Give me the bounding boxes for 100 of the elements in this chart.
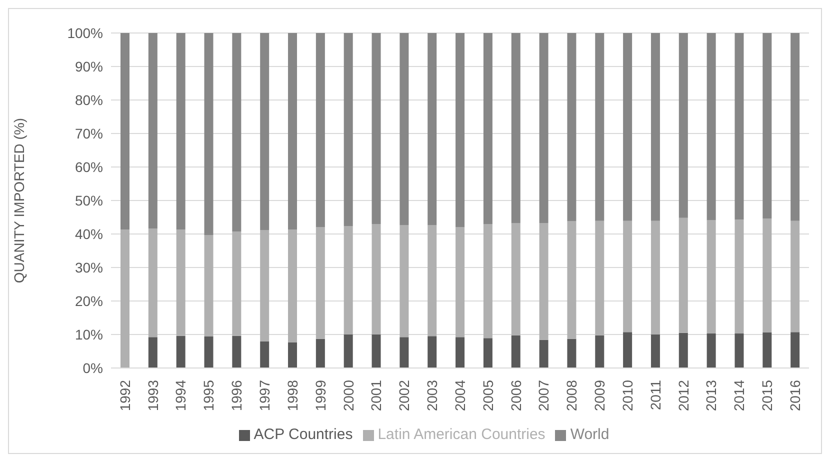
- bar: [428, 336, 437, 368]
- bar: [762, 33, 772, 219]
- x-tick-label: 2001: [368, 380, 384, 412]
- bar: [650, 220, 660, 334]
- bar: [567, 221, 576, 339]
- bar: [120, 33, 130, 230]
- bar: [706, 333, 716, 368]
- bar: [288, 33, 298, 230]
- bar: [148, 228, 158, 338]
- bar: [372, 33, 381, 224]
- bar: [372, 334, 381, 368]
- bar: [623, 220, 632, 332]
- bar: [204, 235, 214, 337]
- x-tick-label: 2000: [340, 380, 356, 412]
- bar: [400, 33, 409, 226]
- bar: [148, 33, 158, 229]
- x-tick-label: 2010: [619, 380, 636, 412]
- legend-label: ACP Countries: [254, 426, 353, 443]
- bar: [650, 33, 660, 221]
- legend-label: Latin American Countries: [378, 426, 546, 443]
- bar: [400, 337, 409, 368]
- bar: [595, 220, 604, 336]
- bar: [204, 336, 214, 368]
- bar: [120, 230, 130, 368]
- x-tick-label: 2014: [731, 380, 748, 412]
- bar: [483, 33, 492, 224]
- bar: [678, 33, 688, 218]
- x-tick-label: 2015: [759, 380, 776, 412]
- x-tick-label: 2004: [452, 380, 468, 412]
- y-tick-label: 80%: [74, 92, 103, 108]
- bar: [790, 220, 800, 332]
- bar: [790, 33, 800, 221]
- bar: [148, 337, 158, 368]
- bar: [483, 224, 492, 338]
- bar: [400, 225, 409, 338]
- x-tick-label: 2008: [564, 380, 580, 412]
- y-tick-label: 70%: [74, 125, 103, 142]
- bar: [539, 33, 548, 223]
- bar: [650, 334, 660, 368]
- y-tick-label: 20%: [74, 292, 103, 309]
- bar: [176, 230, 186, 336]
- bar: [344, 334, 353, 368]
- bar: [511, 223, 520, 336]
- bar: [734, 333, 744, 368]
- bar: [623, 332, 632, 368]
- bar: [595, 336, 604, 368]
- bar: [762, 332, 772, 368]
- bar: [483, 338, 492, 368]
- bar: [232, 33, 242, 232]
- bar: [539, 222, 548, 340]
- bar: [734, 220, 744, 334]
- y-tick-label: 30%: [74, 259, 103, 276]
- bar: [456, 337, 465, 368]
- x-tick-label: 1994: [172, 380, 189, 412]
- bar: [623, 33, 632, 221]
- x-tick-label: 1997: [256, 380, 272, 412]
- bar: [232, 232, 242, 336]
- x-tick-label: 1998: [284, 380, 300, 412]
- y-tick-label: 50%: [74, 192, 103, 208]
- bar: [372, 224, 381, 334]
- bar: [595, 33, 604, 221]
- bar: [456, 227, 465, 338]
- bar: [232, 336, 242, 368]
- x-tick-label: 1999: [312, 380, 328, 412]
- bar: [567, 33, 576, 222]
- bar: [678, 332, 688, 368]
- x-tick-label: 1996: [228, 380, 245, 412]
- bar: [316, 338, 325, 368]
- bar: [260, 342, 270, 368]
- y-tick-label: 60%: [74, 158, 103, 175]
- x-tick-label: 1995: [200, 380, 217, 412]
- bar: [762, 218, 772, 332]
- bar: [344, 226, 353, 334]
- bar: [288, 342, 298, 368]
- x-tick-label: 2011: [647, 380, 664, 410]
- bar: [456, 33, 465, 228]
- x-tick-label: 2007: [536, 380, 552, 412]
- y-axis-title: QUANITY IMPORTED (%): [10, 118, 27, 284]
- y-tick-label: 10%: [74, 326, 103, 342]
- bar: [706, 220, 716, 334]
- legend-label: World: [570, 426, 610, 443]
- bar: [734, 33, 744, 220]
- y-tick-label: 0%: [82, 360, 103, 376]
- x-tick-label: 1992: [116, 380, 133, 412]
- x-tick-label: 2002: [396, 380, 412, 412]
- x-tick-label: 2012: [675, 380, 692, 412]
- bar: [176, 33, 186, 230]
- bar: [539, 340, 548, 368]
- y-tick-label: 100%: [67, 24, 103, 41]
- bar: [567, 338, 576, 368]
- bar: [428, 33, 437, 226]
- bar: [260, 33, 270, 230]
- y-tick-label: 90%: [74, 58, 103, 74]
- bar: [790, 332, 800, 368]
- x-tick-label: 2013: [703, 380, 720, 412]
- bar: [176, 336, 186, 368]
- bar: [344, 33, 353, 226]
- bar: [288, 230, 298, 342]
- x-tick-label: 2016: [786, 380, 803, 412]
- bar: [678, 218, 688, 333]
